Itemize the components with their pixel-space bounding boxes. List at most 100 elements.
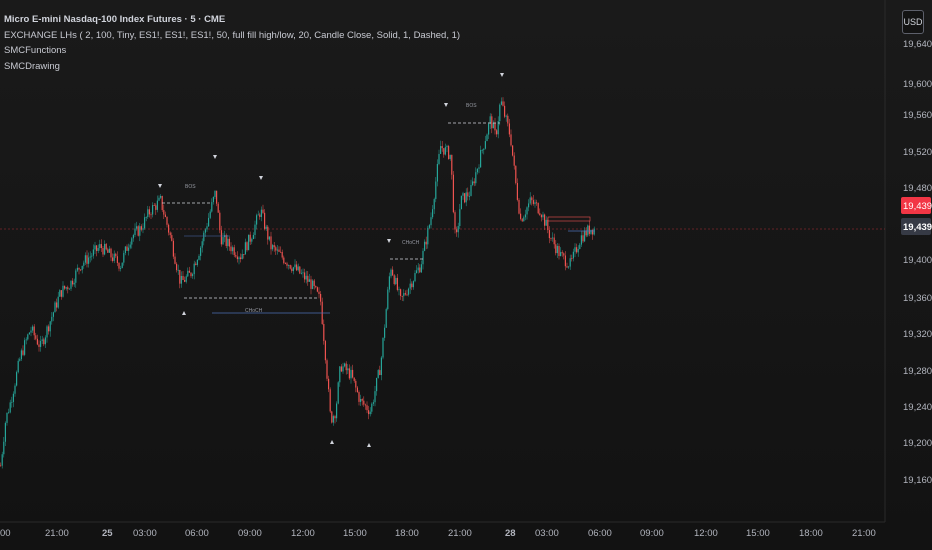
candle-body bbox=[576, 247, 578, 253]
candle-body bbox=[152, 205, 154, 215]
candle-body bbox=[520, 213, 522, 219]
candle-body bbox=[342, 366, 344, 372]
symbol-title[interactable]: Micro E-mini Nasdaq-100 Index Futures · … bbox=[4, 14, 226, 25]
candle-body bbox=[408, 288, 410, 295]
candle-body bbox=[468, 195, 470, 197]
candle-body bbox=[246, 242, 248, 251]
candle-body bbox=[561, 252, 563, 254]
candle-body bbox=[464, 193, 466, 203]
order-block bbox=[547, 216, 591, 222]
candle-body bbox=[510, 134, 512, 146]
candle-body bbox=[278, 249, 280, 252]
candle-body bbox=[446, 146, 448, 148]
candle-body bbox=[176, 263, 178, 271]
indicator-smc-drawing[interactable]: SMCDrawing bbox=[4, 60, 60, 72]
time-tick: 00 bbox=[0, 528, 11, 539]
candle-body bbox=[307, 275, 309, 282]
candle-body bbox=[459, 209, 461, 227]
currency-button[interactable]: USD bbox=[902, 10, 924, 34]
candle-body bbox=[91, 255, 93, 257]
candle-body bbox=[52, 312, 54, 317]
candle-body bbox=[491, 116, 493, 129]
candle-body bbox=[465, 192, 467, 203]
candle-body bbox=[416, 270, 418, 274]
smc-structures: BOS BOS CHoCH CHoCH bbox=[158, 73, 595, 447]
price-axis[interactable]: 19,640.00 19,600.00 19,560.00 19,520.00 … bbox=[901, 39, 932, 486]
candle-body bbox=[251, 239, 253, 242]
candle-body bbox=[536, 202, 538, 204]
bos-label-2: BOS bbox=[466, 103, 477, 109]
swing-high-marker bbox=[213, 155, 217, 159]
candle-body bbox=[4, 422, 6, 442]
candle-body bbox=[569, 258, 571, 267]
candle-body bbox=[260, 209, 262, 217]
candle-body bbox=[494, 122, 496, 131]
candle-body bbox=[404, 293, 406, 295]
indicator-exchange-lhs[interactable]: EXCHANGE LHs ( 2, 100, Tiny, ES1!, ES1!,… bbox=[4, 29, 461, 41]
candle-body bbox=[113, 253, 115, 261]
candle-body bbox=[49, 321, 51, 332]
candle-body bbox=[123, 252, 125, 263]
time-axis[interactable]: 00 21:00 25 03:00 06:00 09:00 12:00 15:0… bbox=[0, 528, 876, 539]
candle-body bbox=[57, 296, 59, 308]
candle-body bbox=[288, 265, 290, 266]
candle-body bbox=[275, 247, 277, 251]
candle-body bbox=[236, 256, 238, 260]
candle-body bbox=[572, 251, 574, 259]
candle-body bbox=[41, 339, 43, 341]
candle-body bbox=[19, 359, 21, 361]
candle-body bbox=[190, 272, 192, 277]
candle-body bbox=[414, 273, 416, 282]
candle-body bbox=[331, 411, 333, 423]
candle-body bbox=[254, 224, 256, 235]
candle-body bbox=[78, 267, 80, 270]
candle-body bbox=[460, 195, 462, 210]
candle-body bbox=[457, 226, 459, 233]
candle-body bbox=[54, 302, 56, 313]
candle-body bbox=[580, 235, 582, 245]
candle-body bbox=[582, 235, 584, 242]
candle-body bbox=[14, 385, 16, 394]
candle-body bbox=[104, 243, 106, 255]
candle-body bbox=[214, 190, 216, 197]
candle-body bbox=[216, 190, 218, 204]
candle-body bbox=[225, 235, 227, 247]
candle-body bbox=[433, 199, 435, 210]
candle-body bbox=[336, 403, 338, 419]
candle-body bbox=[297, 266, 299, 271]
candle-body bbox=[515, 165, 517, 184]
time-tick: 28 bbox=[505, 528, 516, 539]
candle-body bbox=[449, 154, 451, 159]
candle-body bbox=[540, 215, 542, 218]
candle-body bbox=[560, 252, 562, 256]
candle-body bbox=[425, 241, 427, 245]
candle-body bbox=[99, 244, 101, 249]
candle-body bbox=[508, 123, 510, 135]
candle-body bbox=[201, 241, 203, 248]
candle-body bbox=[339, 366, 341, 383]
candle-body bbox=[558, 246, 560, 256]
candle-body bbox=[227, 238, 229, 247]
candle-body bbox=[153, 205, 155, 206]
candle-body bbox=[118, 262, 120, 269]
last-price-label: 19,439.25 bbox=[903, 201, 932, 212]
candle-body bbox=[462, 193, 464, 196]
candle-body bbox=[304, 272, 306, 280]
indicator-smc-functions[interactable]: SMCFunctions bbox=[4, 45, 67, 56]
candle-body bbox=[369, 411, 371, 415]
candle-body bbox=[347, 368, 349, 371]
candle-body bbox=[203, 232, 205, 242]
candle-body bbox=[552, 237, 554, 239]
time-tick: 09:00 bbox=[238, 528, 262, 539]
candle-body bbox=[129, 244, 131, 248]
candle-body bbox=[137, 226, 139, 236]
candle-body bbox=[105, 243, 107, 250]
candle-body bbox=[75, 270, 77, 283]
candle-body bbox=[364, 404, 366, 406]
candle-body bbox=[115, 253, 117, 257]
candle-body bbox=[430, 217, 432, 226]
candle-body bbox=[481, 149, 483, 151]
swing-high-marker bbox=[259, 176, 263, 180]
candle-body bbox=[222, 237, 224, 245]
